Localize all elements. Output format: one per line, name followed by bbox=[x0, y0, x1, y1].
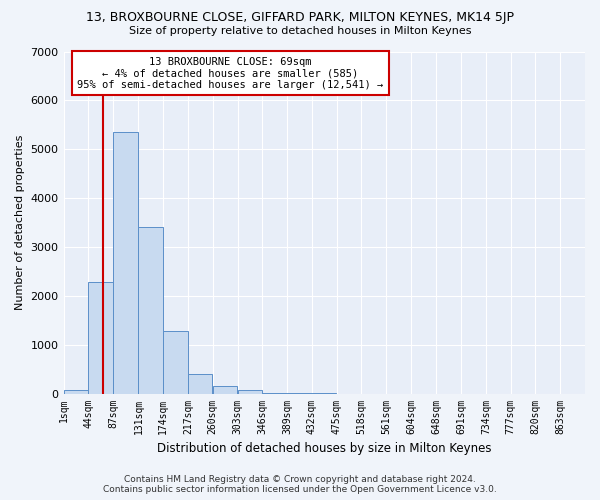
Text: Size of property relative to detached houses in Milton Keynes: Size of property relative to detached ho… bbox=[129, 26, 471, 36]
Text: 13, BROXBOURNE CLOSE, GIFFARD PARK, MILTON KEYNES, MK14 5JP: 13, BROXBOURNE CLOSE, GIFFARD PARK, MILT… bbox=[86, 11, 514, 24]
Bar bbox=[139, 228, 163, 394]
Text: 13 BROXBOURNE CLOSE: 69sqm
← 4% of detached houses are smaller (585)
95% of semi: 13 BROXBOURNE CLOSE: 69sqm ← 4% of detac… bbox=[77, 56, 383, 90]
Bar bbox=[213, 386, 237, 394]
Bar bbox=[113, 132, 137, 394]
Bar bbox=[88, 282, 113, 394]
Bar bbox=[188, 374, 212, 394]
Bar bbox=[64, 390, 88, 394]
Bar bbox=[238, 390, 262, 394]
Bar bbox=[163, 331, 188, 394]
Y-axis label: Number of detached properties: Number of detached properties bbox=[15, 135, 25, 310]
Text: Contains HM Land Registry data © Crown copyright and database right 2024.
Contai: Contains HM Land Registry data © Crown c… bbox=[103, 474, 497, 494]
Bar bbox=[262, 392, 287, 394]
X-axis label: Distribution of detached houses by size in Milton Keynes: Distribution of detached houses by size … bbox=[157, 442, 491, 455]
